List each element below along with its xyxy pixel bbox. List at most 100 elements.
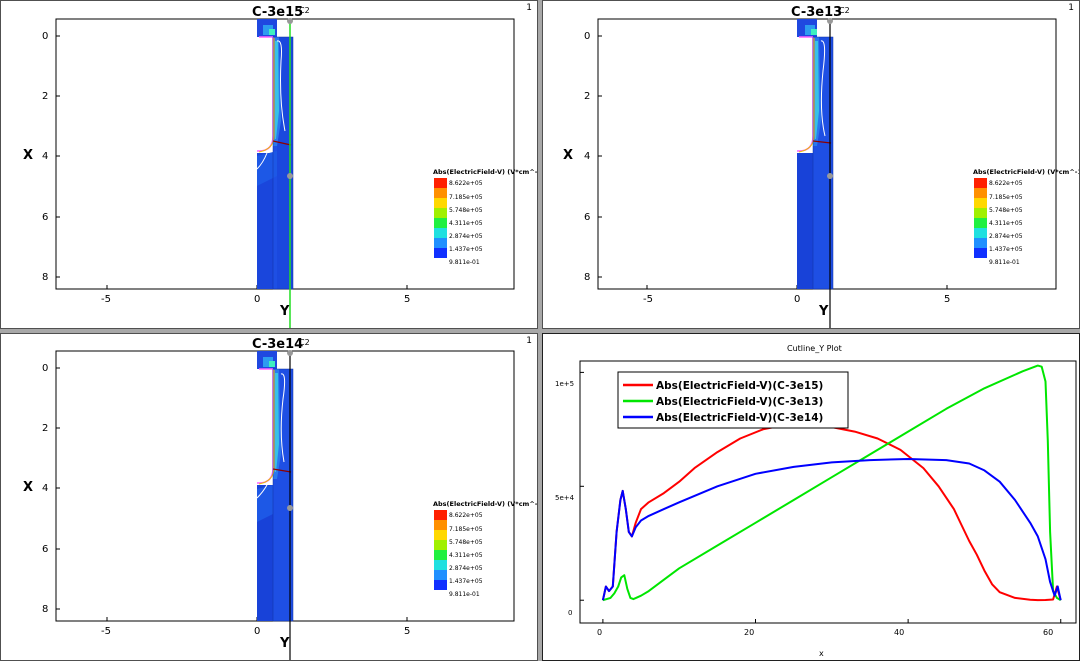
y-tick: 5 [944,294,950,305]
colorbar-label: 1.437e+05 [989,246,1023,253]
colorbar-label: 2.874e+05 [449,233,483,240]
device-structure [256,19,294,290]
colorbar-label: 4.311e+05 [449,220,483,227]
x-tick: 6 [42,212,48,223]
chart-y-tick: 1e+5 [555,380,574,388]
y-axis-label: Y [818,304,829,319]
series-line-abs-electricfield-v-c-3e13- [602,364,1062,602]
x-tick: 0 [42,363,48,374]
colorbar-label: 1.437e+05 [449,578,483,585]
series-line-abs-electricfield-v-c-3e14- [601,458,1062,601]
viewport-number: 1 [526,3,532,13]
x-tick: 8 [42,272,48,283]
y-tick: 5 [404,626,410,637]
colorbar-label: 8.622e+05 [989,180,1023,187]
viewport-cutline-plot[interactable]: Cutline_Y Plot 1e+5 5e+4 0 0 20 40 60 x … [542,333,1080,661]
legend-label-c-3e14: Abs(ElectricField-V)(C-3e14) [656,412,823,424]
colorbar: Abs(ElectricField-V) (V*cm^-1) 8.622e+05… [433,168,538,266]
chart-x-tick: 40 [894,628,904,637]
chart-title: Cutline_Y Plot [787,344,842,353]
chart-x-tick: 0 [597,628,602,637]
y-axis-ticks: -5 0 5 [101,285,410,305]
viewport-c-3e13[interactable]: 1 C-3e13 C2 0 2 4 6 8 -5 0 5 X Y [542,0,1080,329]
chart-frame [579,360,1077,624]
x-tick: 0 [584,31,590,42]
device-plot-svg: C-3e13 C2 0 2 4 6 8 -5 0 5 X Y [563,5,1079,328]
colorbar-label: 7.185e+05 [449,526,483,533]
cutline-label: C2 [839,6,850,15]
colorbar-title: Abs(ElectricField-V) (V*cm^-1) [433,500,538,508]
device-structure [797,19,834,290]
viewport-number: 1 [526,336,532,346]
colorbar: Abs(ElectricField-V) (V*cm^-1) 8.622e+05… [973,168,1079,266]
colorbar-label: 2.874e+05 [989,233,1023,240]
colorbar-label: 5.748e+05 [449,539,483,546]
x-tick: 4 [42,151,48,162]
x-axis-ticks: 0 2 4 6 8 [42,363,60,615]
colorbar-label: 7.185e+05 [989,194,1023,201]
colorbar-label: 4.311e+05 [449,552,483,559]
x-tick: 4 [42,483,48,494]
x-axis-label: X [563,148,573,163]
x-tick: 2 [584,91,590,102]
x-tick: 2 [42,423,48,434]
x-tick: 6 [42,544,48,555]
cutline-start-handle[interactable] [287,350,293,356]
cutline-label: C2 [299,338,310,347]
legend-label-c-3e15: Abs(ElectricField-V)(C-3e15) [656,380,823,392]
colorbar-label: 5.748e+05 [989,207,1023,214]
x-axis-label: X [23,148,33,163]
y-axis-ticks: -5 0 5 [643,285,950,305]
cutline-start-handle[interactable] [287,18,293,24]
chart-y-tick: 5e+4 [555,494,575,502]
x-tick: 6 [584,212,590,223]
chart-y-tick: 0 [568,609,572,617]
colorbar-label: 9.811e-01 [449,259,480,266]
viewport-c-3e14[interactable]: 1 C-3e14 C2 0 2 4 6 8 -5 0 5 X Y [0,333,538,661]
x-tick: 8 [42,604,48,615]
y-axis-label: Y [279,636,290,651]
colorbar-label: 1.437e+05 [449,246,483,253]
y-axis-ticks: -5 0 5 [101,617,410,637]
colorbar-title: Abs(ElectricField-V) (V*cm^-1) [433,168,538,176]
cutline-chart: Cutline_Y Plot 1e+5 5e+4 0 0 20 40 60 x … [555,344,1077,658]
legend-label-c-3e13: Abs(ElectricField-V)(C-3e13) [656,396,823,408]
chart-y-ticks: 1e+5 5e+4 0 [555,380,575,617]
x-axis-label: X [23,480,33,495]
chart-x-ticks: 0 20 40 60 [597,628,1053,637]
legend-box [617,371,849,429]
y-tick: 5 [404,294,410,305]
colorbar-label: 9.811e-01 [989,259,1020,266]
cutline-start-handle[interactable] [827,18,833,24]
colorbar-label: 7.185e+05 [449,194,483,201]
cutline-mid-handle[interactable] [287,173,293,179]
y-tick: 0 [254,294,260,305]
viewport-number: 1 [1068,3,1074,13]
y-tick: -5 [101,294,111,305]
cutline-mid-handle[interactable] [287,505,293,511]
device-structure [256,351,294,622]
device-plot-svg: C-3e15 C2 0 2 4 6 8 -5 0 5 X Y [23,5,538,328]
colorbar-label: 8.622e+05 [449,180,483,187]
plot-title: C-3e13 [791,5,842,20]
colorbar-label: 8.622e+05 [449,512,483,519]
colorbar-label: 4.311e+05 [989,220,1023,227]
plot-title: C-3e14 [252,337,303,352]
plot-title: C-3e15 [252,5,303,20]
viewport-c-3e15[interactable]: 1 C-3e15 C2 0 2 4 6 8 -5 0 5 X Y [0,0,538,329]
colorbar: Abs(ElectricField-V) (V*cm^-1) 8.622e+05… [433,500,538,598]
y-tick: 0 [794,294,800,305]
cutline-label: C2 [299,6,310,15]
x-axis-ticks: 0 2 4 6 8 [42,31,60,283]
chart-legend: Abs(ElectricField-V)(C-3e15) Abs(Electri… [617,371,849,429]
chart-x-axis-label: x [819,649,824,658]
colorbar-label: 9.811e-01 [449,591,480,598]
y-tick: 0 [254,626,260,637]
chart-x-tick: 20 [744,628,754,637]
colorbar-label: 2.874e+05 [449,565,483,572]
device-plot-svg: C-3e14 C2 0 2 4 6 8 -5 0 5 X Y [23,337,538,660]
cutline-mid-handle[interactable] [827,173,833,179]
x-tick: 8 [584,272,590,283]
x-tick: 2 [42,91,48,102]
x-tick: 4 [584,151,590,162]
